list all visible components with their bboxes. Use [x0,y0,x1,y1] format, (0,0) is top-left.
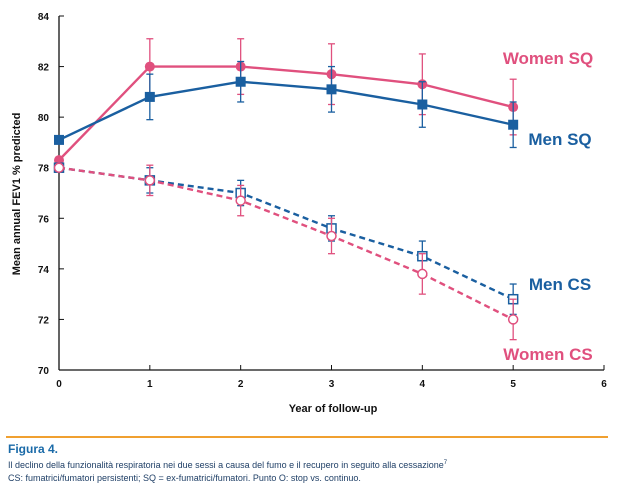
women-cs-point [507,314,519,325]
men-sq-point [144,91,155,102]
men-sq-point [54,134,64,145]
y-tick-label: 76 [38,214,50,225]
women-cs-point [326,230,337,242]
x-tick-label: 4 [420,379,426,390]
caption-line-2: CS: fumatrici/fumatori persistenti; SQ =… [8,473,361,483]
series-label-men-sq: Men SQ [528,130,591,149]
women-cs-point [144,175,156,186]
chart-series [53,38,519,341]
series-label-women-sq: Women SQ [503,49,593,68]
caption-line-1: Il declino della funzionalità respirator… [8,457,612,472]
y-tick-label: 82 [38,63,50,74]
series-women-sq [54,38,519,166]
x-tick-label: 2 [238,379,244,390]
men-cs-line [58,166,514,301]
figure-caption: Figura 4. Il declino della funzionalità … [8,442,612,485]
y-tick-label: 74 [38,265,50,276]
x-tick-label: 3 [329,379,335,390]
series-label-men-cs: Men CS [529,275,591,294]
fev1-line-chart: 70 72 74 76 78 80 82 84 0 1 2 3 4 5 6 Year of follow-u… [11,12,607,415]
men-sq-point [508,119,519,130]
women-cs-point [417,268,428,280]
x-axis-label: Year of follow-up [289,403,378,415]
y-tick-label: 70 [38,366,50,377]
caption-divider [6,436,608,438]
women-sq-line [58,65,514,161]
men-sq-point [235,76,246,87]
series-labels: Women SQ Men SQ Men CS Women CS [503,49,593,364]
x-tick-label: 6 [601,379,607,390]
women-cs-point [235,195,246,206]
women-cs-point [53,162,65,173]
y-tick-label: 80 [38,113,50,124]
x-tick-label: 0 [56,379,62,390]
men-sq-point [326,84,337,95]
y-tick-label: 78 [38,164,50,175]
caption-ref: 7 [443,460,448,466]
y-tick-label: 72 [38,315,50,326]
figure-title: Figura 4. [8,442,59,456]
caption-line-1-text: Il declino della funzionalità respirator… [8,460,444,470]
x-tick-label: 5 [510,379,516,390]
men-sq-point [417,99,428,110]
women-sq-point [144,61,155,72]
series-women-cs [53,162,519,341]
chart-ticks: 70 72 74 76 78 80 82 84 0 1 2 3 4 5 6 [38,12,607,390]
y-axis-label: Mean annual FEV1 % predicted [11,113,23,276]
women-cs-line [58,166,514,321]
series-label-women-cs: Women CS [503,345,592,364]
series-men-sq [54,60,519,149]
y-tick-label: 84 [38,12,50,23]
x-tick-label: 1 [147,379,153,390]
series-men-cs [53,162,519,316]
men-sq-line [58,80,514,141]
